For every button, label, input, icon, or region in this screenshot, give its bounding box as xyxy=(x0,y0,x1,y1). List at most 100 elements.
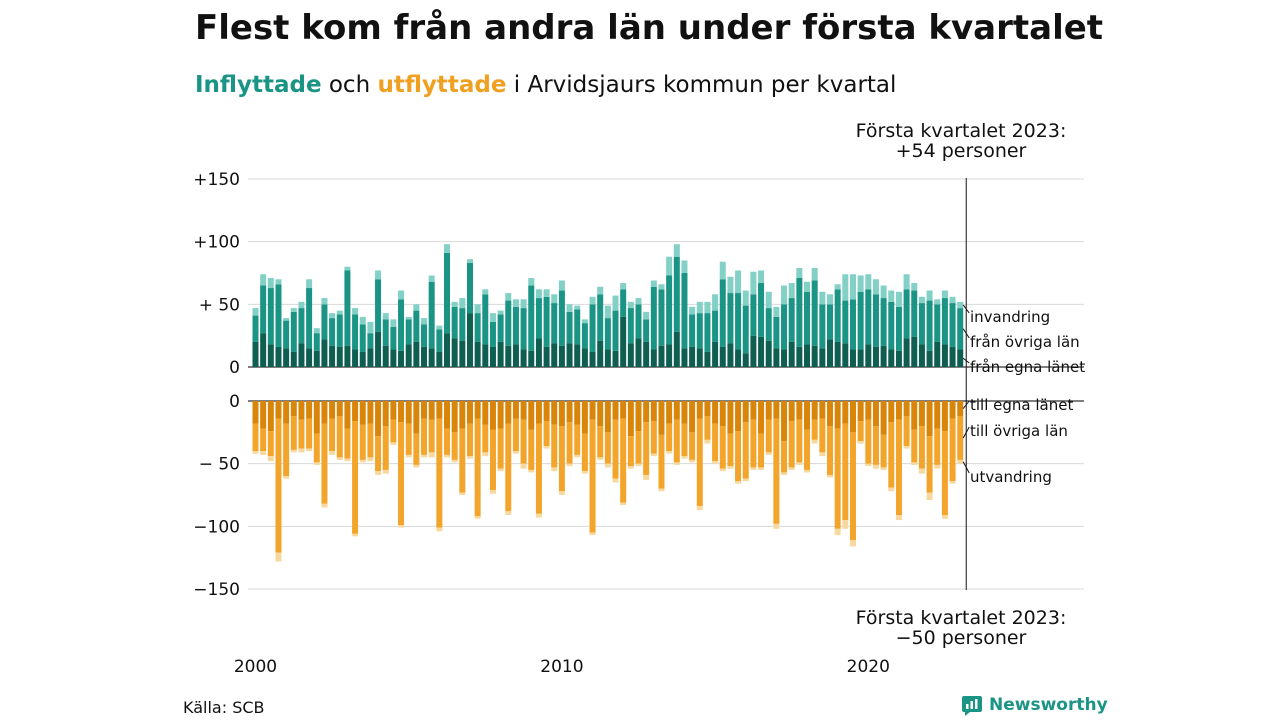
inflow-bar-segment xyxy=(436,351,443,367)
inflow-bar-segment xyxy=(880,298,887,346)
inflow-bar-segment xyxy=(827,304,833,340)
inflow-bar-segment xyxy=(306,348,313,367)
outflow-bar-segment xyxy=(888,487,895,492)
inflow-bar-segment xyxy=(658,284,665,290)
outflow-bar-segment xyxy=(398,525,405,528)
outflow-bar-segment xyxy=(344,458,351,462)
outflow-bar-segment xyxy=(451,459,458,463)
outflow-bar-segment xyxy=(505,511,512,516)
outflow-bar-segment xyxy=(849,401,856,433)
inflow-bar-segment xyxy=(796,267,803,279)
outflow-bar-segment xyxy=(857,401,864,422)
inflow-bar-segment xyxy=(512,306,519,345)
subtitle-out-word: utflyttade xyxy=(377,72,507,98)
outflow-bar-segment xyxy=(260,428,267,452)
inflow-bar-segment xyxy=(466,259,473,263)
inflow-bar-segment xyxy=(765,291,772,309)
outflow-bar-segment xyxy=(298,401,305,420)
outflow-bar-segment xyxy=(505,401,512,424)
inflow-bar-segment xyxy=(788,341,795,367)
outflow-bar-segment xyxy=(880,434,887,468)
outflow-bar-segment xyxy=(482,401,489,425)
outflow-bar-segment xyxy=(451,401,458,433)
y-tick-label: +100 xyxy=(193,233,240,253)
outflow-bar-segment xyxy=(551,401,558,425)
inflow-bar-segment xyxy=(466,262,473,314)
outflow-bar-segment xyxy=(849,432,856,541)
inflow-bar-segment xyxy=(352,314,359,350)
inflow-bar-segment xyxy=(627,308,634,344)
inflow-bar-segment xyxy=(857,291,864,350)
inflow-bar-segment xyxy=(375,279,382,332)
inflow-bar-segment xyxy=(842,343,849,367)
outflow-bar-segment xyxy=(804,429,811,470)
outflow-bar-segment xyxy=(804,401,811,430)
outflow-bar-segment xyxy=(444,454,450,458)
inflow-bar-segment xyxy=(758,336,765,367)
inflow-bar-segment xyxy=(895,306,902,351)
inflow-bar-segment xyxy=(888,349,895,367)
inflow-bar-segment xyxy=(520,308,527,350)
outflow-bar-segment xyxy=(436,527,443,532)
outflow-bar-segment xyxy=(765,452,772,455)
annotation-bottom-line2: −50 personer xyxy=(895,627,1027,649)
outflow-bar-segment xyxy=(773,401,780,419)
inflow-bar-segment xyxy=(620,289,627,317)
inflow-bar-segment xyxy=(834,284,841,290)
outflow-bar-segment xyxy=(321,401,328,424)
outflow-bar-segment xyxy=(413,464,420,468)
outflow-bar-segment xyxy=(382,401,389,427)
inflow-bar-segment xyxy=(566,304,573,312)
inflow-bar-segment xyxy=(398,299,405,351)
outflow-bar-segment xyxy=(781,441,788,473)
brand-logo[interactable]: Newsworthy xyxy=(961,694,1108,716)
outflow-bar-segment xyxy=(612,401,619,420)
inflow-bar-segment xyxy=(666,344,673,367)
outflow-bar-segment xyxy=(597,401,604,427)
outflow-bar-segment xyxy=(528,429,535,470)
inflow-bar-segment xyxy=(934,304,941,342)
inflow-bar-segment xyxy=(742,353,749,367)
outflow-bar-segment xyxy=(941,431,948,516)
inflow-bar-segment xyxy=(535,298,542,339)
outflow-bar-segment xyxy=(535,513,542,518)
inflow-bar-segment xyxy=(926,300,933,351)
inflow-bar-segment xyxy=(872,346,879,367)
outflow-bar-segment xyxy=(827,426,833,475)
inflow-bar-segment xyxy=(750,294,757,336)
outflow-bar-segment xyxy=(306,401,313,419)
outflow-bar-segment xyxy=(382,469,389,474)
inflow-bar-segment xyxy=(880,345,887,367)
inflow-bar-segment xyxy=(459,340,466,367)
inflow-bar-segment xyxy=(405,319,412,345)
outflow-bar-segment xyxy=(742,478,749,482)
outflow-bar-segment xyxy=(620,502,627,506)
outflow-bar-segment xyxy=(283,401,290,424)
outflow-bar-segment xyxy=(949,401,956,419)
inflow-bar-segment xyxy=(543,296,550,347)
inflow-bar-segment xyxy=(704,313,711,352)
outflow-bar-segment xyxy=(543,446,550,449)
series-label: till egna länet xyxy=(970,396,1073,414)
outflow-bar-segment xyxy=(390,442,397,445)
inflow-bar-segment xyxy=(382,319,389,346)
inflow-bar-segment xyxy=(466,313,473,367)
outflow-bar-segment xyxy=(421,454,428,458)
outflow-bar-segment xyxy=(681,423,688,457)
inflow-bar-segment xyxy=(612,310,619,351)
outflow-bar-segment xyxy=(796,419,803,463)
outflow-bar-segment xyxy=(451,432,458,460)
outflow-bar-segment xyxy=(773,418,780,524)
inflow-bar-segment xyxy=(604,349,611,367)
inflow-bar-segment xyxy=(934,299,941,305)
inflow-bar-segment xyxy=(390,319,397,327)
inflow-bar-segment xyxy=(689,314,696,347)
subtitle-middle: och xyxy=(321,72,378,98)
inflow-bar-segment xyxy=(635,298,642,305)
outflow-bar-segment xyxy=(298,419,305,449)
inflow-bar-segment xyxy=(421,324,428,347)
outflow-bar-segment xyxy=(888,422,895,488)
inflow-bar-segment xyxy=(551,343,558,367)
inflow-bar-segment xyxy=(405,316,412,320)
outflow-bar-segment xyxy=(827,401,833,427)
